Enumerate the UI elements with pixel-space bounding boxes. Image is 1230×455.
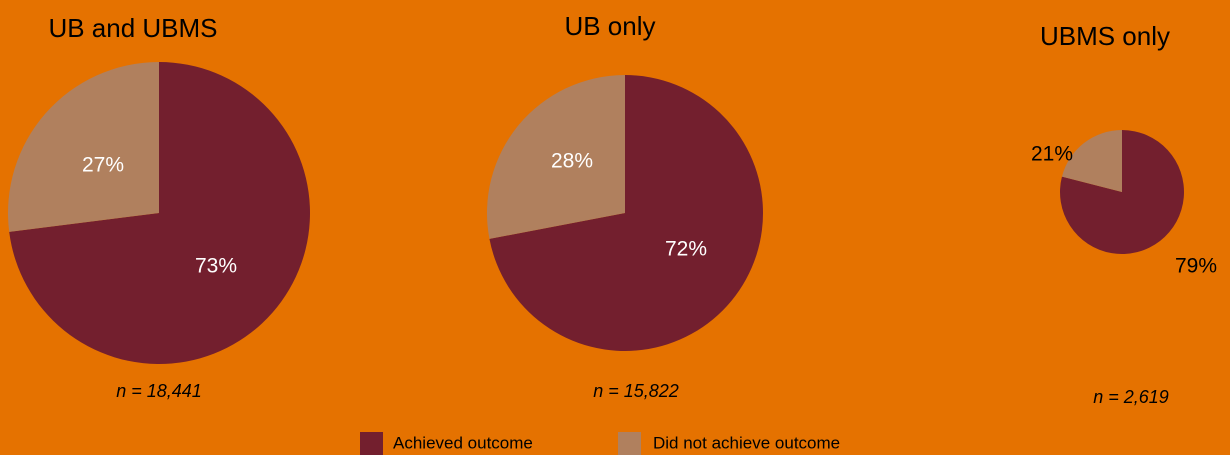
slice-label: 79% (1175, 255, 1217, 278)
pie-slice (487, 75, 625, 239)
pie-slice (7, 62, 159, 232)
legend-swatch (618, 432, 641, 455)
sample-size: n = 18,441 (116, 381, 202, 401)
chart-title: UB and UBMS (48, 13, 217, 43)
pie-slice (489, 75, 763, 351)
chart-title: UBMS only (1040, 21, 1170, 51)
sample-size: n = 2,619 (1093, 387, 1169, 407)
slice-label: 27% (82, 154, 124, 177)
slice-label: 73% (195, 255, 237, 278)
sample-size: n = 15,822 (593, 381, 679, 401)
pie-slice (1061, 130, 1122, 192)
legend-label: Did not achieve outcome (653, 433, 840, 452)
slice-label: 21% (1031, 143, 1073, 166)
chart-title: UB only (564, 11, 655, 41)
pie-slice (9, 62, 311, 364)
legend-label: Achieved outcome (393, 433, 533, 452)
slice-label: 28% (551, 150, 593, 173)
slice-label: 72% (665, 238, 707, 261)
legend-swatch (360, 432, 383, 455)
